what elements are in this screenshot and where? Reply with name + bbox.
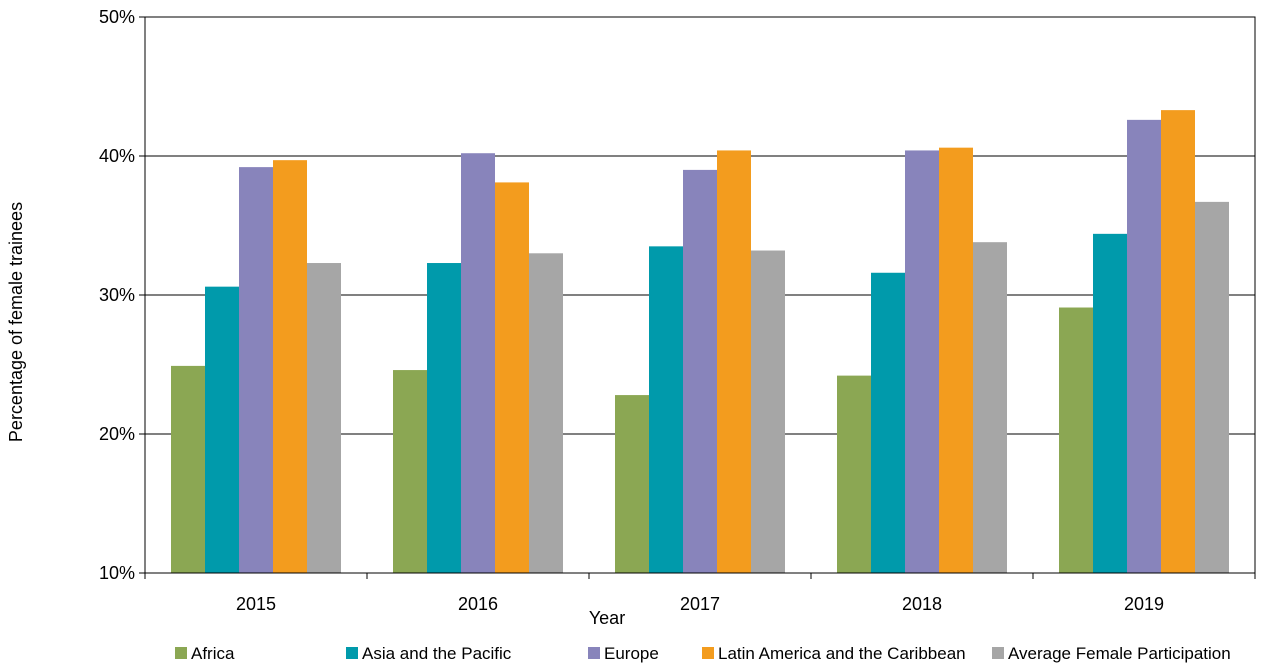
legend-item: Europe xyxy=(588,644,659,663)
legend-swatch xyxy=(702,647,714,659)
x-tick-label: 2017 xyxy=(680,594,720,614)
bar xyxy=(1161,110,1195,573)
axes xyxy=(139,16,1256,579)
bar xyxy=(529,253,563,574)
x-tick-label: 2016 xyxy=(458,594,498,614)
bar xyxy=(273,160,307,574)
legend-swatch xyxy=(992,647,1004,659)
bar xyxy=(307,263,341,573)
x-tick-label: 2019 xyxy=(1124,594,1164,614)
bar xyxy=(615,395,649,573)
legend-item: Asia and the Pacific xyxy=(346,644,512,663)
x-tick-labels: 2015 2016 2017 2018 2019 xyxy=(236,594,1164,614)
bar xyxy=(939,147,973,573)
legend-item: Latin America and the Caribbean xyxy=(702,644,966,663)
legend-swatch xyxy=(588,647,600,659)
bars xyxy=(171,110,1229,574)
bar xyxy=(717,150,751,573)
bar xyxy=(461,153,495,573)
bar xyxy=(1195,201,1229,573)
y-tick-label: 30% xyxy=(99,285,135,305)
legend: Africa Asia and the Pacific Europe Latin Am… xyxy=(175,644,1231,663)
legend-label: Average Female Participation xyxy=(1008,644,1231,663)
bar xyxy=(427,263,461,573)
legend-label: Asia and the Pacific xyxy=(362,644,512,663)
bar xyxy=(1127,119,1161,574)
y-tick-label: 10% xyxy=(99,563,135,583)
bar xyxy=(393,370,427,573)
legend-item: Average Female Participation xyxy=(992,644,1231,663)
x-axis-title: Year xyxy=(589,608,625,628)
bar xyxy=(205,286,239,573)
legend-label: Latin America and the Caribbean xyxy=(718,644,966,663)
y-tick-labels: 10% 20% 30% 40% 50% xyxy=(99,7,135,583)
y-axis-title: Percentage of female trainees xyxy=(6,202,26,442)
bar xyxy=(905,150,939,573)
bar xyxy=(973,242,1007,573)
legend-label: Africa xyxy=(191,644,235,663)
bar xyxy=(1059,307,1093,573)
y-tick-label: 20% xyxy=(99,424,135,444)
bar xyxy=(751,250,785,573)
bar xyxy=(837,375,871,573)
legend-label: Europe xyxy=(604,644,659,663)
bar xyxy=(171,365,205,573)
bar xyxy=(871,272,905,573)
bar xyxy=(495,182,529,573)
bar xyxy=(683,169,717,573)
bar xyxy=(239,167,273,573)
y-tick-label: 50% xyxy=(99,7,135,27)
x-tick-label: 2015 xyxy=(236,594,276,614)
y-tick-label: 40% xyxy=(99,146,135,166)
legend-swatch xyxy=(346,647,358,659)
x-tick-label: 2018 xyxy=(902,594,942,614)
bar xyxy=(649,246,683,573)
legend-swatch xyxy=(175,647,187,659)
bar xyxy=(1093,233,1127,573)
legend-item: Africa xyxy=(175,644,235,663)
